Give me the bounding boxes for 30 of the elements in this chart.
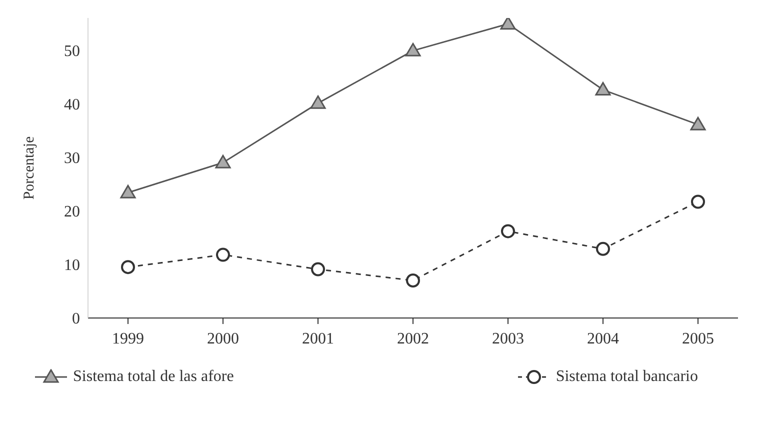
point <box>311 262 325 276</box>
point <box>595 82 611 96</box>
y-axis-title: Porcentaje <box>21 136 38 200</box>
x-tick-label: 2003 <box>492 330 524 348</box>
x-tick-label: 2002 <box>397 330 429 348</box>
point <box>596 242 610 256</box>
point <box>690 116 706 130</box>
x-tick-label: 2001 <box>302 330 334 348</box>
point <box>501 224 515 238</box>
y-tick-label: 20 <box>64 204 80 221</box>
point <box>500 18 516 30</box>
point <box>405 42 421 56</box>
x-tick-label: 1999 <box>112 330 144 348</box>
y-tick-label: 40 <box>64 96 80 114</box>
y-tick-label: 50 <box>64 42 80 60</box>
point <box>406 274 420 288</box>
point <box>691 194 705 209</box>
point <box>216 248 230 262</box>
legend-label: Sistema total de las afore <box>73 368 234 386</box>
point <box>121 260 135 274</box>
y-tick-label: 30 <box>64 150 80 167</box>
point <box>310 95 326 109</box>
y-tick-label: 10 <box>64 257 80 274</box>
y-tick-label: 0 <box>72 310 80 328</box>
x-tick-label: 2005 <box>682 330 714 348</box>
x-tick-label: 2000 <box>207 330 239 348</box>
legend-label: Sistema total bancario <box>556 368 698 386</box>
x-tick-label: 2004 <box>587 330 619 348</box>
point <box>215 154 231 168</box>
point <box>120 184 136 198</box>
